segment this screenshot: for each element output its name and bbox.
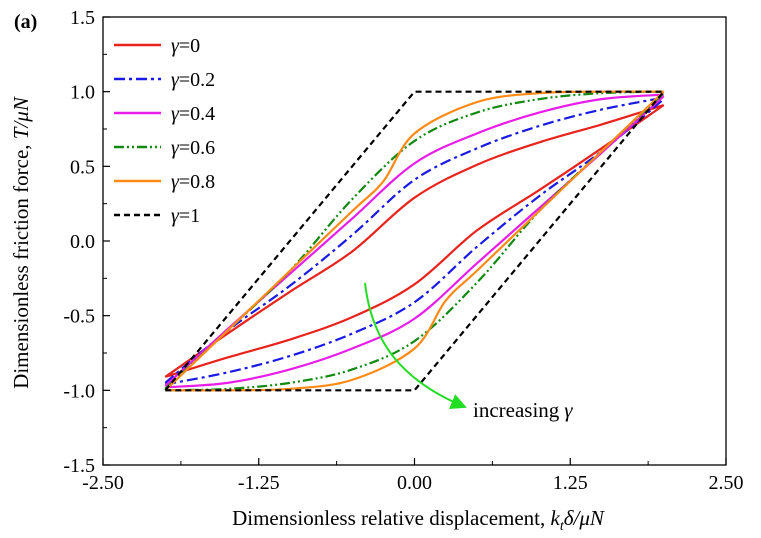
series-line-lower [165, 90, 665, 392]
series-gamma-1 [164, 90, 665, 392]
ticks-layer: -2.50 -1.25 0.00 1.25 2.50 -1.5 -1.0 -0.5 0.0 0.5… [63, 7, 743, 494]
annotation: increasing γ [364, 282, 573, 422]
series-line-upper [164, 104, 665, 378]
y-tick-label: 0.5 [70, 156, 95, 178]
x-tick-label: 2.50 [709, 472, 744, 494]
y-tick-label: -1.5 [63, 455, 95, 477]
legend-label: γ=0 [171, 35, 200, 57]
x-axis-label: Dimensionless relative displacement, ktδ… [232, 506, 605, 534]
legend-label: γ=0.2 [171, 69, 215, 91]
y-tick-label: 1.0 [70, 82, 95, 104]
x-tick-label: -1.25 [238, 472, 280, 494]
legend-label: γ=1 [171, 205, 200, 227]
x-tick-label: 1.25 [553, 472, 588, 494]
increasing-arrow [364, 282, 467, 409]
series-line-upper [164, 90, 664, 392]
series-layer [164, 90, 665, 392]
legend-label: γ=0.8 [171, 171, 215, 193]
y-tick-label: 0.0 [70, 231, 95, 253]
series-gamma-0-2 [164, 96, 665, 386]
legend-label: γ=0.6 [171, 137, 215, 159]
series-line-lower [165, 98, 665, 386]
x-tick-label: -2.50 [82, 472, 124, 494]
x-tick-label: 0.00 [397, 472, 432, 494]
annotation-text: increasing γ [473, 398, 573, 422]
legend-label: γ=0.4 [171, 103, 215, 125]
series-line-upper [164, 96, 664, 384]
legend: γ=0 γ=0.2 γ=0.4 γ=0.6 γ=0.8 γ=1 [114, 35, 215, 227]
y-tick-label: -1.0 [63, 380, 95, 402]
y-tick-label: 1.5 [70, 7, 95, 29]
y-axis-label: Dimensionless friction force, T/μN [9, 96, 33, 389]
panel-label: (a) [14, 11, 37, 33]
y-tick-label: -0.5 [63, 306, 95, 328]
series-line-lower [164, 104, 665, 378]
series-gamma-0 [164, 104, 665, 378]
